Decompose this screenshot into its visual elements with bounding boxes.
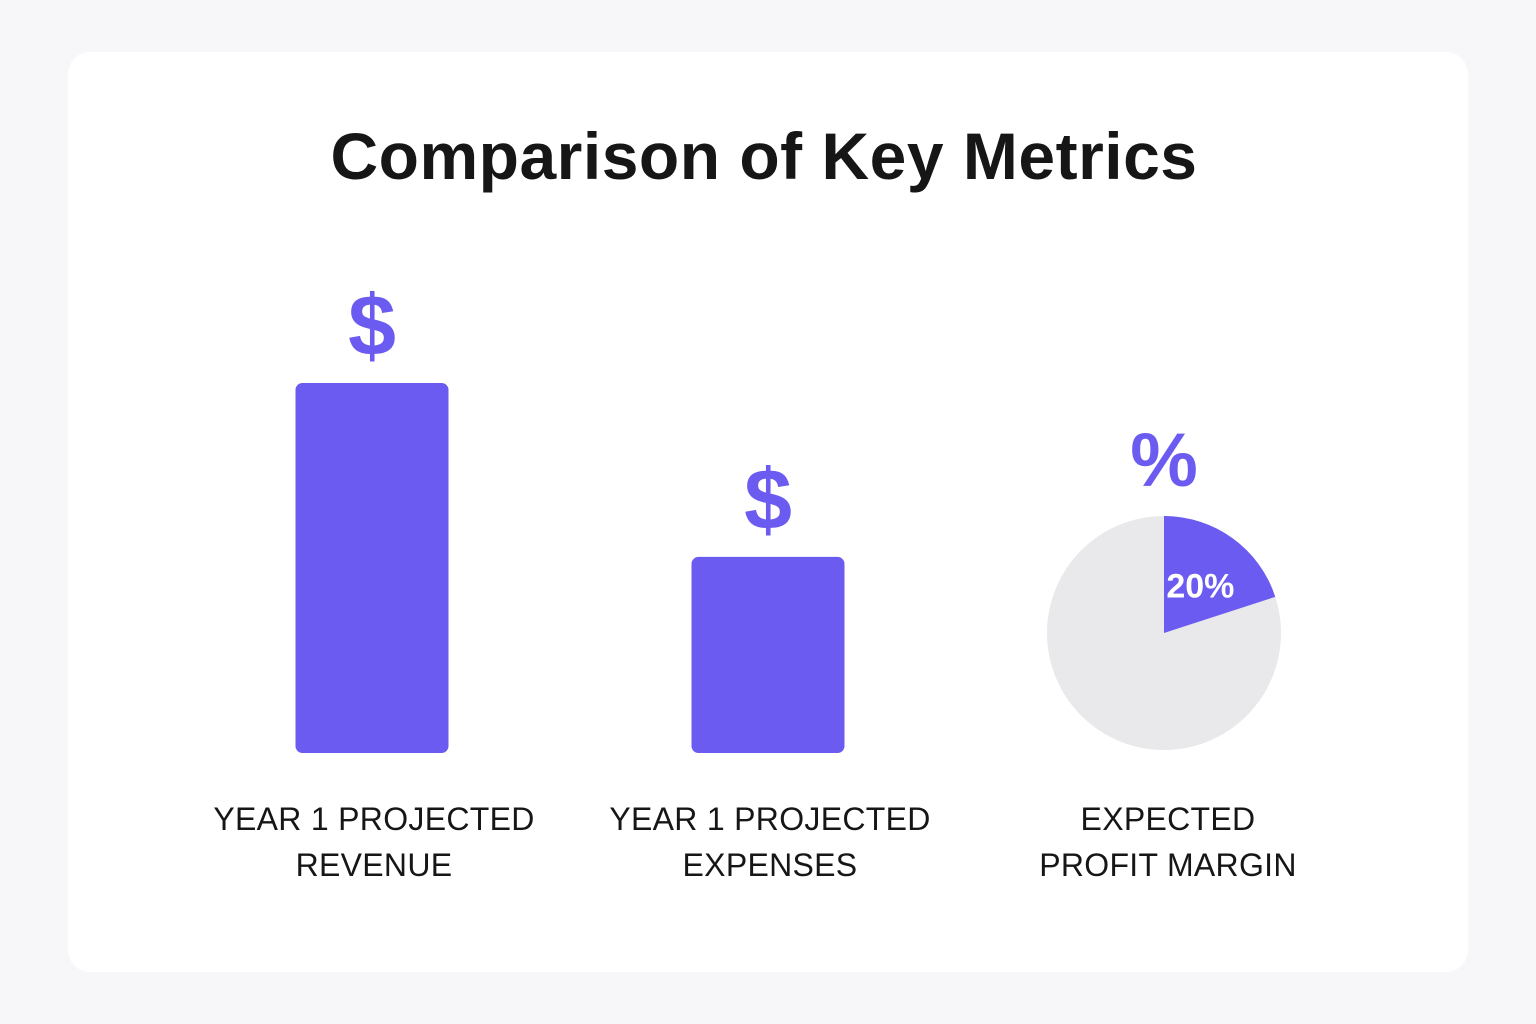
pie-slice-margin xyxy=(1164,516,1276,633)
x-label-margin: EXPECTED PROFIT MARGIN xyxy=(978,796,1358,888)
bar-expenses xyxy=(691,556,845,753)
percent-icon: % xyxy=(1130,418,1198,503)
x-label-margin-line-1: EXPECTED xyxy=(1080,801,1256,837)
dollar-icon: $ xyxy=(744,452,792,548)
x-label-expenses: YEAR 1 PROJECTED EXPENSES xyxy=(580,796,960,888)
x-label-expenses-line-2: EXPENSES xyxy=(682,847,858,883)
pie-value-label: 20% xyxy=(1166,568,1234,606)
bar-revenue xyxy=(295,383,449,753)
x-label-revenue-line-1: YEAR 1 PROJECTED xyxy=(213,801,535,837)
dollar-icon: $ xyxy=(348,278,396,374)
x-label-margin-line-2: PROFIT MARGIN xyxy=(1039,847,1297,883)
x-label-revenue: YEAR 1 PROJECTED REVENUE xyxy=(184,796,564,888)
x-label-expenses-line-1: YEAR 1 PROJECTED xyxy=(609,801,931,837)
chart-title: Comparison of Key Metrics xyxy=(330,119,1198,193)
x-label-revenue-line-2: REVENUE xyxy=(295,847,453,883)
